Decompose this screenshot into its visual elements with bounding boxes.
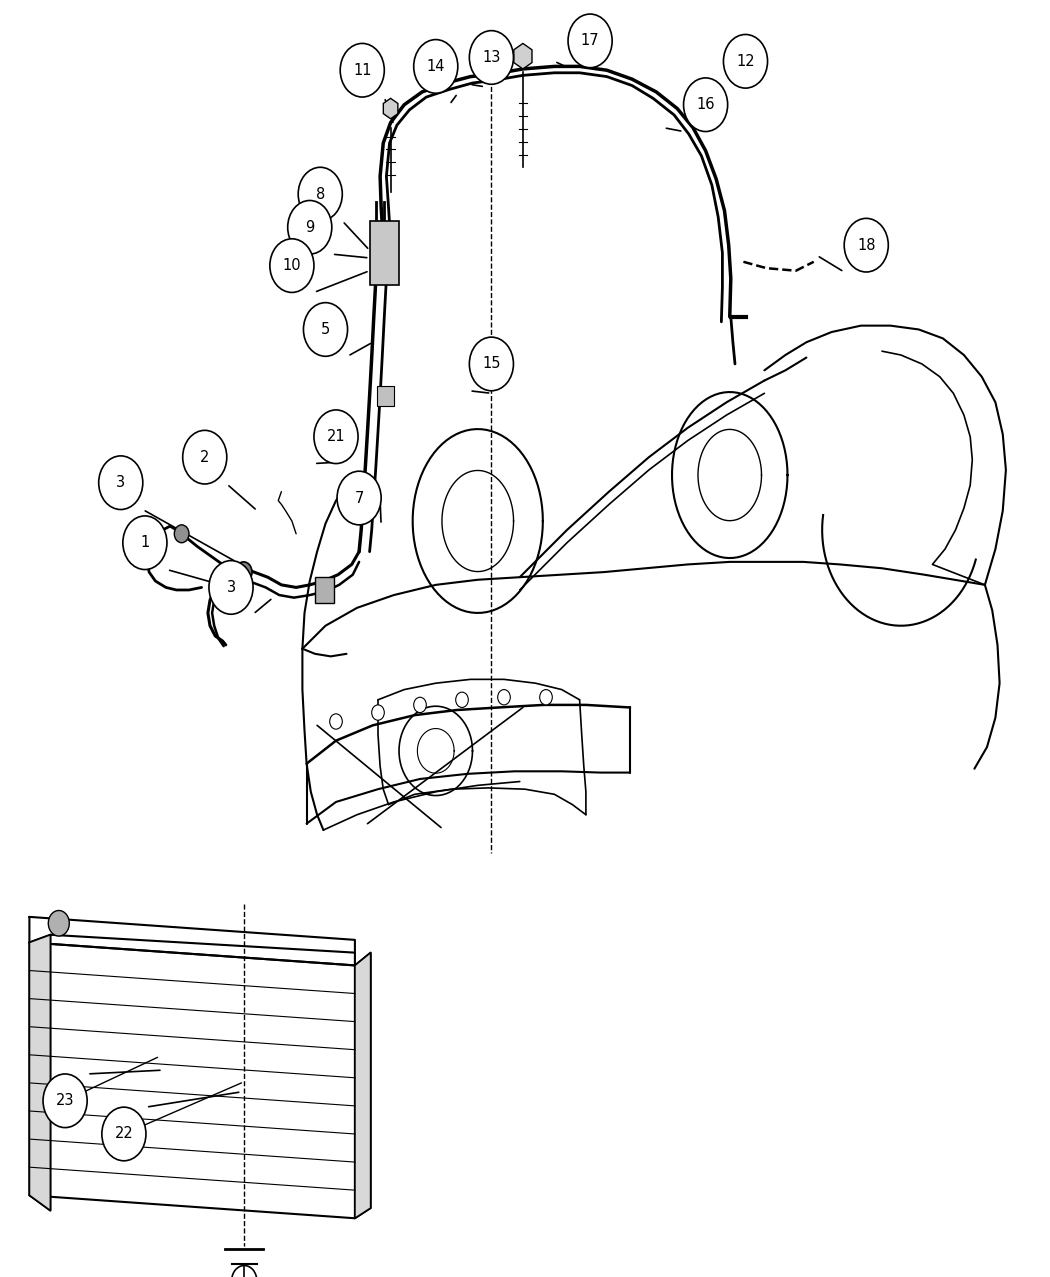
- Circle shape: [498, 690, 510, 705]
- Text: 18: 18: [857, 238, 876, 253]
- Text: 13: 13: [482, 50, 501, 65]
- Text: 15: 15: [482, 356, 501, 372]
- Text: 1: 1: [141, 535, 149, 550]
- Polygon shape: [355, 953, 371, 1218]
- Circle shape: [314, 410, 358, 464]
- Circle shape: [337, 471, 381, 525]
- Text: 23: 23: [56, 1093, 75, 1108]
- Text: 14: 14: [426, 59, 445, 74]
- Text: 7: 7: [355, 490, 363, 506]
- Text: 17: 17: [581, 33, 600, 49]
- Text: 3: 3: [227, 580, 235, 595]
- Circle shape: [414, 40, 458, 93]
- Circle shape: [330, 714, 342, 729]
- Circle shape: [270, 239, 314, 292]
- Circle shape: [540, 690, 552, 705]
- Circle shape: [469, 31, 513, 84]
- Text: 2: 2: [201, 450, 209, 465]
- Text: 9: 9: [306, 220, 314, 235]
- Text: 10: 10: [282, 258, 301, 273]
- Bar: [370, 221, 399, 285]
- Bar: [315, 577, 334, 603]
- Circle shape: [844, 218, 888, 272]
- Text: 22: 22: [114, 1126, 133, 1142]
- Text: 3: 3: [117, 475, 125, 490]
- Text: 16: 16: [696, 97, 715, 112]
- Circle shape: [102, 1107, 146, 1161]
- Circle shape: [209, 561, 253, 614]
- Text: 5: 5: [321, 322, 330, 337]
- Circle shape: [340, 43, 384, 97]
- Circle shape: [414, 697, 426, 713]
- Text: 12: 12: [736, 54, 755, 69]
- Circle shape: [303, 303, 348, 356]
- Circle shape: [723, 34, 768, 88]
- Circle shape: [99, 456, 143, 510]
- Circle shape: [469, 337, 513, 391]
- Circle shape: [235, 562, 252, 582]
- Circle shape: [684, 78, 728, 132]
- Text: 8: 8: [316, 186, 324, 202]
- Text: 11: 11: [353, 63, 372, 78]
- Circle shape: [568, 14, 612, 68]
- Circle shape: [48, 911, 69, 936]
- Circle shape: [456, 692, 468, 707]
- Circle shape: [288, 200, 332, 254]
- Circle shape: [372, 705, 384, 720]
- Text: 21: 21: [327, 429, 345, 444]
- Circle shape: [43, 1074, 87, 1128]
- Circle shape: [298, 167, 342, 221]
- Bar: [377, 386, 394, 406]
- Circle shape: [174, 525, 189, 543]
- Circle shape: [183, 430, 227, 484]
- Circle shape: [123, 516, 167, 570]
- Polygon shape: [29, 935, 50, 1211]
